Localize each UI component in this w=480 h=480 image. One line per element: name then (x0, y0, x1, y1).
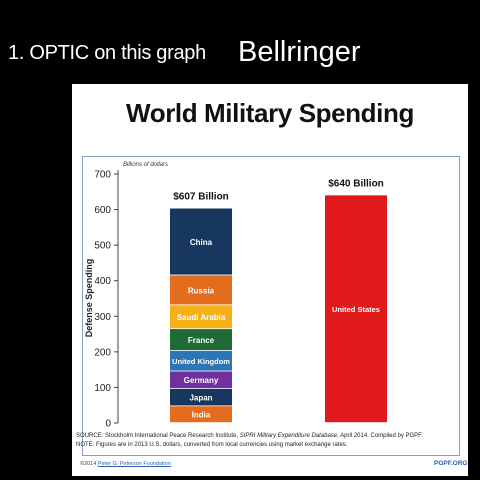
y-tick-label: 300 (94, 312, 111, 323)
bar-segment (170, 388, 232, 406)
bar-segment (170, 275, 232, 305)
segment-label: Saudi Arabia (177, 313, 226, 322)
bar-segment (170, 371, 232, 389)
source-prefix: SOURCE: Stockholm International Peace Re… (76, 433, 239, 439)
chart-card: World Military Spending (72, 84, 468, 476)
bellringer-prompt: 1. OPTIC on this graph (8, 42, 206, 64)
segment-label: Russia (188, 286, 215, 295)
copyright-text: ©2014 (80, 461, 97, 467)
slide-heading: Bellringer (238, 36, 361, 68)
source-line-1: SOURCE: Stockholm International Peace Re… (76, 432, 464, 441)
segment-label: India (192, 411, 211, 420)
source-database: SIPRI Military Expenditure Database (239, 433, 338, 439)
footer-copyright: ©2014 Peter G. Peterson Foundation (80, 461, 171, 467)
y-unit-label: Billions of dollars (123, 162, 168, 168)
slide-header: 1. OPTIC on this graph Bellringer (0, 0, 480, 84)
segment-label: France (188, 336, 215, 345)
y-tick-label: 100 (94, 383, 111, 394)
segment-label: China (190, 238, 213, 247)
foundation-link[interactable]: Peter G. Peterson Foundation (97, 461, 171, 467)
y-tick-label: 200 (94, 347, 111, 358)
y-tick-label: 600 (94, 205, 111, 216)
segment-label: United Kingdom (172, 357, 230, 366)
bar-segment (170, 406, 232, 423)
y-tick-label: 400 (94, 276, 111, 287)
source-line-2: NOTE: Figures are in 2013 U.S. dollars, … (76, 442, 348, 448)
source-suffix: , April 2014. Compiled by PGPF. (337, 433, 423, 439)
bar-segment (170, 350, 232, 371)
bar-segment (170, 329, 232, 350)
bar-total-label: $607 Billion (173, 192, 229, 203)
bar-segment (170, 208, 232, 275)
footer-brand: PGPF.ORG (434, 460, 468, 467)
y-axis-title: Defense Spending (84, 259, 94, 338)
segment-label: Germany (184, 376, 219, 385)
bar-segment (170, 305, 232, 329)
bar-total-label: $640 Billion (328, 178, 384, 189)
plot-frame (82, 156, 460, 456)
y-tick-label: 0 (105, 419, 111, 430)
segment-label: Japan (189, 394, 212, 403)
chart-title: World Military Spending (126, 98, 414, 128)
source-note: SOURCE: Stockholm International Peace Re… (76, 432, 464, 450)
bar-segment (325, 195, 387, 423)
y-tick-label: 700 (94, 170, 111, 181)
segment-label: United States (332, 305, 380, 314)
y-tick-label: 500 (94, 241, 111, 252)
